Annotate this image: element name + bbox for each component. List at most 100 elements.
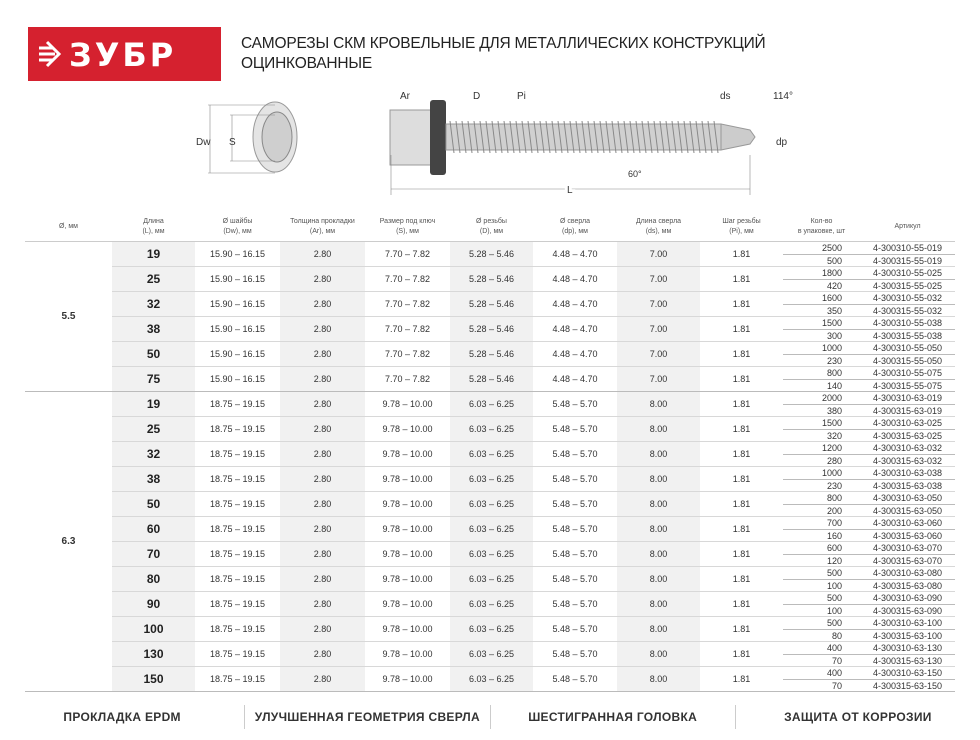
washer-diameter-cell: 18.75 – 19.15 bbox=[195, 591, 280, 617]
pack-quantity: 1200 bbox=[783, 442, 860, 455]
features-bar: ПРОКЛАДКА EPDM УЛУЧШЕННАЯ ГЕОМЕТРИЯ СВЕРЛ… bbox=[0, 705, 980, 729]
article-number: 4-300310-55-038 bbox=[860, 317, 955, 330]
article-number: 4-300315-55-019 bbox=[872, 256, 943, 266]
pack-quantity: 280 bbox=[826, 456, 842, 466]
drill-diameter-cell: 5.48 – 5.70 bbox=[533, 516, 617, 542]
table-row: 25 15.90 – 16.15 2.80 7.70 – 7.82 5.28 – 5.4… bbox=[25, 266, 955, 292]
drill-length-cell: 8.00 bbox=[617, 441, 700, 467]
pack-quantity: 1000 bbox=[783, 467, 860, 480]
washer-diameter-cell: 18.75 – 19.15 bbox=[195, 466, 280, 492]
wrench-size-cell: 9.78 – 10.00 bbox=[365, 441, 450, 467]
wrench-size-cell: 9.78 – 10.00 bbox=[365, 516, 450, 542]
label-d: D bbox=[473, 91, 480, 102]
drill-diameter-cell: 5.48 – 5.70 bbox=[533, 491, 617, 517]
column-header: Ø резьбы (D), мм bbox=[450, 213, 533, 242]
article-number: 4-300310-55-019 bbox=[860, 242, 955, 255]
wrench-size-cell: 9.78 – 10.00 bbox=[365, 666, 450, 692]
column-header-line: (ds), мм bbox=[645, 228, 672, 235]
wrench-size-cell: 9.78 – 10.00 bbox=[365, 566, 450, 592]
washer-diameter-cell: 18.75 – 19.15 bbox=[195, 491, 280, 517]
drill-diameter-cell: 4.48 – 4.70 bbox=[533, 291, 617, 317]
article-number: 4-300315-55-032 bbox=[872, 306, 943, 316]
article-number: 4-300310-63-050 bbox=[860, 492, 955, 505]
wrench-size-cell: 7.70 – 7.82 bbox=[365, 366, 450, 392]
label-pi: Pi bbox=[517, 91, 526, 102]
thread-pitch-cell: 1.81 bbox=[700, 516, 783, 542]
thread-pitch-cell: 1.81 bbox=[700, 366, 783, 392]
pack-quantity: 800 bbox=[783, 367, 860, 380]
pack-quantity: 70 bbox=[831, 656, 842, 666]
thread-pitch-cell: 1.81 bbox=[700, 391, 783, 417]
pack-quantity: 300 bbox=[826, 331, 842, 341]
column-header: Ø сверла (dp), мм bbox=[533, 213, 617, 242]
pack-quantity: 350 bbox=[826, 306, 842, 316]
drill-diameter-cell: 5.48 – 5.70 bbox=[533, 641, 617, 667]
article-cell: 4-300310-63-060 4-300315-63-060 bbox=[860, 516, 955, 542]
pack-quantity: 200 bbox=[826, 506, 842, 516]
thread-diameter-cell: 6.03 – 6.25 bbox=[450, 441, 533, 467]
article-cell: 4-300310-63-038 4-300315-63-038 bbox=[860, 466, 955, 492]
article-cell: 4-300310-55-038 4-300315-55-038 bbox=[860, 316, 955, 342]
thread-pitch-cell: 1.81 bbox=[700, 616, 783, 642]
feature-label: ЗАЩИТА ОТ КОРРОЗИИ bbox=[784, 710, 932, 724]
pack-quantity-cell: 1000 230 bbox=[783, 466, 860, 492]
thread-pitch-cell: 1.81 bbox=[700, 241, 783, 267]
thread-pitch-cell: 1.81 bbox=[700, 541, 783, 567]
column-header-line: (Ar), мм bbox=[309, 228, 336, 235]
pack-quantity: 2000 bbox=[783, 392, 860, 405]
thread-pitch-cell: 1.81 bbox=[700, 266, 783, 292]
column-header-line: Длина bbox=[143, 218, 164, 225]
thread-diameter-cell: 5.28 – 5.46 bbox=[450, 241, 533, 267]
thread-diameter-cell: 6.03 – 6.25 bbox=[450, 666, 533, 692]
pack-quantity: 1000 bbox=[783, 342, 860, 355]
thread-pitch-cell: 1.81 bbox=[700, 641, 783, 667]
feature-label: ШЕСТИГРАННАЯ ГОЛОВКА bbox=[491, 705, 736, 729]
pack-quantity: 420 bbox=[826, 281, 842, 291]
pack-quantity-cell: 2000 380 bbox=[783, 391, 860, 417]
pack-quantity: 800 bbox=[783, 492, 860, 505]
gasket-thickness-cell: 2.80 bbox=[280, 616, 365, 642]
length-cell: 50 bbox=[112, 491, 195, 517]
article-number: 4-300310-63-038 bbox=[860, 467, 955, 480]
column-header-line: Ø шайбы bbox=[222, 218, 253, 225]
drill-diameter-cell: 4.48 – 4.70 bbox=[533, 316, 617, 342]
article-number: 4-300310-63-070 bbox=[860, 542, 955, 555]
article-number: 4-300315-55-075 bbox=[872, 381, 943, 391]
article-number: 4-300310-63-060 bbox=[860, 517, 955, 530]
pack-quantity: 100 bbox=[826, 606, 842, 616]
article-cell: 4-300310-55-050 4-300315-55-050 bbox=[860, 341, 955, 367]
screw-diagram: Dw S Ar D Pi ds 114° dp 60° L bbox=[196, 91, 793, 199]
wrench-size-cell: 9.78 – 10.00 bbox=[365, 466, 450, 492]
article-cell: 4-300310-55-075 4-300315-55-075 bbox=[860, 366, 955, 392]
table-row: 75 15.90 – 16.15 2.80 7.70 – 7.82 5.28 – 5.4… bbox=[25, 366, 955, 392]
thread-diameter-cell: 6.03 – 6.25 bbox=[450, 591, 533, 617]
table-row: 38 15.90 – 16.15 2.80 7.70 – 7.82 5.28 – 5.4… bbox=[25, 316, 955, 342]
column-header: Кол-во в упаковке, шт bbox=[783, 213, 860, 242]
table-row: 50 15.90 – 16.15 2.80 7.70 – 7.82 5.28 – 5.4… bbox=[25, 341, 955, 367]
thread-diameter-cell: 6.03 – 6.25 bbox=[450, 491, 533, 517]
zubr-logo: ЗУБР bbox=[28, 27, 221, 81]
length-cell: 70 bbox=[112, 541, 195, 567]
pack-quantity-cell: 1000 230 bbox=[783, 341, 860, 367]
article-cell: 4-300310-63-090 4-300315-63-090 bbox=[860, 591, 955, 617]
washer-diameter-cell: 18.75 – 19.15 bbox=[195, 666, 280, 692]
pack-quantity: 600 bbox=[783, 542, 860, 555]
drill-diameter-cell: 5.48 – 5.70 bbox=[533, 566, 617, 592]
pack-quantity-cell: 600 120 bbox=[783, 541, 860, 567]
thread-diameter-cell: 6.03 – 6.25 bbox=[450, 416, 533, 442]
pack-quantity: 2500 bbox=[783, 242, 860, 255]
gasket-thickness-cell: 2.80 bbox=[280, 566, 365, 592]
column-header: Ø, мм bbox=[25, 213, 112, 242]
article-cell: 4-300310-63-070 4-300315-63-070 bbox=[860, 541, 955, 567]
article-cell: 4-300310-55-025 4-300315-55-025 bbox=[860, 266, 955, 292]
feature-label: ПРОКЛАДКА EPDM bbox=[0, 705, 246, 729]
drill-diameter-cell: 5.48 – 5.70 bbox=[533, 541, 617, 567]
article-number: 4-300315-63-060 bbox=[872, 531, 943, 541]
gasket-thickness-cell: 2.80 bbox=[280, 391, 365, 417]
table-row: 70 18.75 – 19.15 2.80 9.78 – 10.00 6.03 – 6.… bbox=[25, 541, 955, 567]
washer-diameter-cell: 18.75 – 19.15 bbox=[195, 391, 280, 417]
table-row: 38 18.75 – 19.15 2.80 9.78 – 10.00 6.03 – 6.… bbox=[25, 466, 955, 492]
pack-quantity: 160 bbox=[826, 531, 842, 541]
gasket-thickness-cell: 2.80 bbox=[280, 466, 365, 492]
drill-length-cell: 7.00 bbox=[617, 316, 700, 342]
